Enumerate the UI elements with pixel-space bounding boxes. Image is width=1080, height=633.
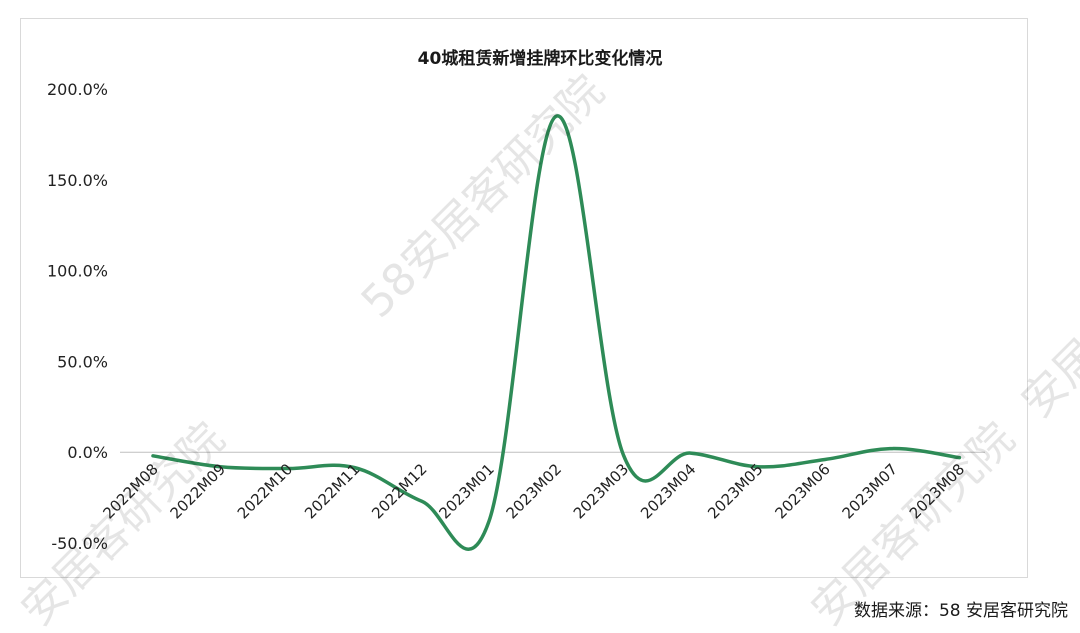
y-tick-label: 200.0% — [47, 80, 108, 99]
x-tick-label: 2023M03 — [570, 460, 632, 522]
y-tick-label: 50.0% — [57, 352, 108, 371]
x-tick-label: 2023M04 — [637, 460, 699, 522]
watermark-text: 58安居客研究院 — [352, 65, 614, 327]
x-tick-label: 2023M01 — [435, 460, 497, 522]
x-tick-label: 2022M12 — [368, 460, 430, 522]
y-tick-label: 100.0% — [47, 262, 108, 281]
y-tick-label: 0.0% — [67, 443, 108, 462]
watermark-text: 安居客研究院 — [12, 413, 235, 633]
x-tick-label: 2023M02 — [503, 460, 565, 522]
x-tick-label: 2023M06 — [771, 460, 833, 522]
watermark-text: 安居客研究院 — [1012, 205, 1080, 428]
y-tick-label: -50.0% — [51, 534, 108, 553]
series-line — [151, 114, 962, 551]
chart-title: 40城租赁新增挂牌环比变化情况 — [417, 49, 663, 69]
y-tick-label: 150.0% — [47, 171, 108, 190]
x-tick-label: 2022M11 — [301, 460, 363, 522]
source-note: 数据来源：58 安居客研究院 — [853, 601, 1068, 621]
x-tick-label: 2023M05 — [704, 460, 766, 522]
